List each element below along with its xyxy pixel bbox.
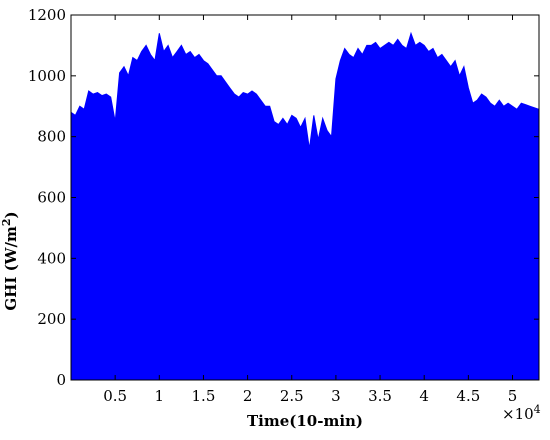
plot-area (70, 14, 540, 381)
y-tick-label: 1000 (28, 67, 66, 85)
y-tick-label: 200 (37, 310, 66, 328)
x-axis-multiplier-base: ×10 (502, 405, 534, 423)
y-tick-label: 1200 (28, 6, 66, 24)
y-tick-label: 800 (37, 128, 66, 146)
x-tick-label: 0.5 (103, 387, 127, 405)
y-axis-title-main: GHI (W/m (2, 226, 20, 311)
x-tick-label: 2 (243, 387, 253, 405)
x-axis-multiplier-exponent: 4 (534, 403, 541, 416)
x-axis: 0.5 1 1.5 2 2.5 3 3.5 4 4.5 5 (103, 15, 517, 405)
x-tick-label: 1 (155, 387, 165, 405)
x-tick-label: 1.5 (192, 387, 216, 405)
x-tick-label: 4.5 (456, 387, 480, 405)
x-tick-label: 4 (419, 387, 429, 405)
y-axis-title: GHI (W/m2) (0, 211, 20, 310)
y-axis-title-close: ) (2, 211, 20, 218)
y-axis: 0 200 400 600 800 1000 1200 (28, 6, 539, 389)
y-axis-title-superscript: 2 (0, 218, 13, 226)
x-tick-label: 3 (331, 387, 341, 405)
x-tick-label: 2.5 (280, 387, 304, 405)
x-tick-label: 3.5 (368, 387, 392, 405)
ghi-area-series-0 (70, 31, 540, 381)
y-tick-label: 0 (56, 371, 66, 389)
x-tick-label: 5 (508, 387, 518, 405)
y-tick-label: 400 (37, 249, 66, 267)
x-axis-title: Time(10-min) (247, 412, 363, 430)
x-axis-multiplier: ×104 (502, 403, 541, 423)
y-tick-label: 600 (37, 189, 66, 207)
